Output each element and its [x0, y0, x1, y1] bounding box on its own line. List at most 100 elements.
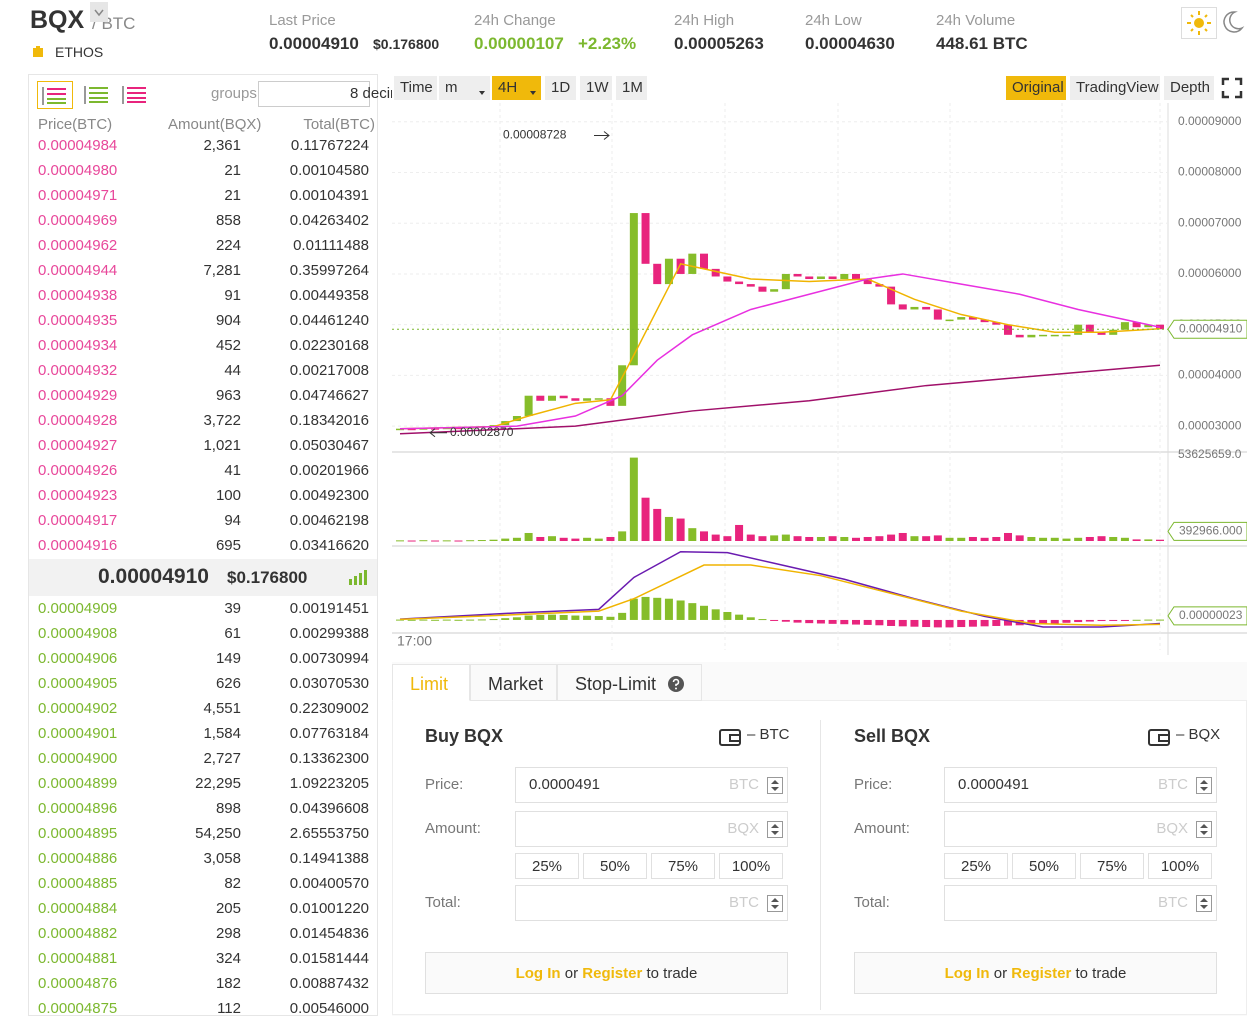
link[interactable]: Log In: [515, 965, 561, 982]
percent-button[interactable]: 75%: [651, 853, 715, 879]
indicator-line: [399, 364, 1161, 435]
interval-button[interactable]: 1W: [580, 76, 612, 100]
candle: [466, 427, 475, 429]
stat-sub: $0.176800: [373, 36, 440, 52]
interval-button[interactable]: m: [439, 76, 490, 100]
candle: [922, 306, 931, 310]
input[interactable]: BQX: [944, 811, 1217, 847]
interval-button[interactable]: 1M: [616, 76, 647, 100]
ask-row: 0.00004935 904 0.04461240: [29, 308, 377, 333]
link[interactable]: Register: [1011, 965, 1072, 982]
ask-row: 0.00004927 1,021 0.05030467: [29, 433, 377, 458]
total: 0.00449358: [289, 287, 369, 304]
amount: 91: [224, 287, 241, 304]
interval-button[interactable]: 4H: [492, 76, 541, 100]
y-tick-label: 0.00006000: [1178, 266, 1242, 280]
percent-button[interactable]: 25%: [944, 853, 1008, 879]
candle: [583, 398, 592, 401]
price: 0.00004884: [38, 900, 118, 917]
volume-bar: [992, 536, 1001, 541]
candle: [735, 281, 744, 285]
candle: [676, 258, 685, 274]
bid-row: 0.00004901 1,584 0.07763184: [29, 721, 377, 746]
macd-bar: [1062, 619, 1071, 623]
macd-bar: [489, 619, 498, 621]
candle: [933, 309, 942, 320]
input[interactable]: 0.0000491 BTC: [944, 767, 1217, 803]
login-text: Log In or Register to trade: [426, 965, 787, 982]
macd-bar: [793, 619, 802, 623]
bid-row: 0.00004909 39 0.00191451: [29, 596, 377, 621]
input[interactable]: BTC: [944, 885, 1217, 921]
amount: 21: [224, 187, 241, 204]
col-total: Total(BTC): [303, 116, 375, 133]
volume-bar: [968, 536, 977, 541]
candle: [688, 253, 697, 274]
chart-mode-button[interactable]: Depth: [1164, 76, 1214, 100]
amount: 695: [215, 537, 241, 554]
amount: 7,281: [203, 262, 241, 279]
volume-bar: [559, 537, 568, 541]
chart-mode-label: Original: [1012, 79, 1064, 96]
candle: [711, 268, 720, 277]
price: 0.00004882: [38, 925, 118, 942]
price: 0.00004980: [38, 162, 118, 179]
amount: 82: [224, 875, 241, 892]
login-text: Log In or Register to trade: [855, 965, 1216, 982]
macd-bar: [1097, 619, 1106, 622]
ask-row: 0.00004962 224 0.01111488: [29, 233, 377, 258]
total: 0.13362300: [289, 750, 369, 767]
amount: 44: [224, 362, 241, 379]
price: 0.00004899: [38, 775, 118, 792]
chart-mode-button[interactable]: TradingView: [1070, 76, 1160, 100]
volume-bar: [1097, 536, 1106, 541]
order-tab-label: Stop-Limit: [575, 674, 657, 694]
input[interactable]: 0.0000491 BTC: [515, 767, 788, 803]
percent-button[interactable]: 100%: [1148, 853, 1212, 879]
price: 0.00004886: [38, 850, 118, 867]
icon-svg: [1187, 11, 1211, 35]
macd-bar: [512, 617, 521, 620]
total: 0.01001220: [289, 900, 369, 917]
field-label: Price:: [425, 776, 464, 793]
percent-button[interactable]: 50%: [583, 853, 647, 879]
candle: [945, 319, 954, 322]
total: 2.65553750: [289, 825, 369, 842]
link[interactable]: Log In: [944, 965, 990, 982]
order-tab[interactable]: Limit: [392, 664, 470, 701]
macd-bar: [396, 619, 404, 621]
candle: [746, 284, 755, 287]
candle: [396, 428, 404, 431]
ask-row: 0.00004980 21 0.00104580: [29, 158, 377, 183]
total: 0.00191451: [289, 600, 369, 617]
y-tick-label: 0.00007000: [1178, 215, 1242, 229]
percent-button[interactable]: 75%: [1080, 853, 1144, 879]
bid-row: 0.00004876 182 0.00887432: [29, 971, 377, 996]
volume-bar: [770, 535, 779, 541]
macd-bar: [1144, 619, 1153, 621]
order-tab[interactable]: Market: [470, 664, 557, 701]
candle: [1120, 322, 1129, 330]
percent-button[interactable]: 100%: [719, 853, 783, 879]
ask-row: 0.00004929 963 0.04746627: [29, 383, 377, 408]
input[interactable]: BTC: [515, 885, 788, 921]
interval-label: m: [445, 79, 458, 96]
chart-mode-button[interactable]: Original: [1006, 76, 1066, 100]
macd-bar: [840, 619, 849, 625]
link[interactable]: Register: [582, 965, 643, 982]
interval-button[interactable]: 1D: [545, 76, 576, 100]
indicator-line: [399, 551, 1161, 628]
candle: [700, 253, 708, 269]
macd-bar: [1004, 619, 1012, 626]
candle: [1050, 334, 1059, 337]
fullscreen-button[interactable]: [1220, 76, 1244, 100]
price: 0.00004901: [38, 725, 118, 742]
macd-bar: [431, 619, 440, 621]
input[interactable]: BQX: [515, 811, 788, 847]
macd-bar: [583, 615, 592, 620]
last-usd: $0.176800: [227, 568, 308, 587]
order-tab[interactable]: Stop-Limit: [557, 664, 702, 701]
decimals-select[interactable]: 8 decimals: [258, 81, 422, 107]
percent-button[interactable]: 25%: [515, 853, 579, 879]
percent-button[interactable]: 50%: [1012, 853, 1076, 879]
